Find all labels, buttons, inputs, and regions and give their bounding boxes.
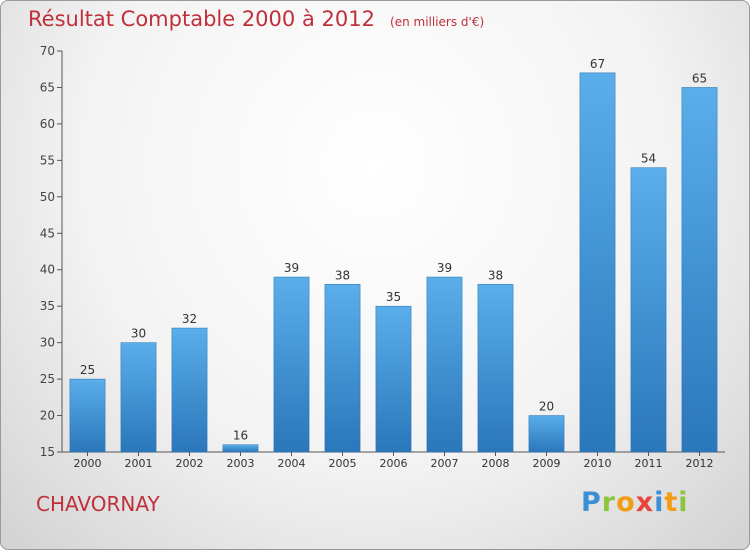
data-label: 30 (131, 327, 146, 341)
x-tick-label: 2002 (176, 457, 204, 470)
proxiti-logo: Proxiti (581, 487, 689, 518)
x-tick-label: 2005 (329, 457, 357, 470)
y-tick-label: 25 (40, 372, 55, 386)
y-tick-label: 60 (40, 117, 55, 131)
data-label: 39 (437, 261, 452, 275)
data-label: 39 (284, 261, 299, 275)
x-tick-label: 2006 (380, 457, 408, 470)
x-tick-label: 2003 (227, 457, 255, 470)
location-name: CHAVORNAY (36, 492, 160, 516)
logo-letter: i (678, 487, 689, 518)
x-tick-label: 2001 (125, 457, 153, 470)
data-label: 20 (539, 400, 554, 414)
bars: 25 30 32 16 39 38 35 39 38 20 67 54 65 (69, 57, 718, 453)
data-label: 16 (233, 429, 248, 443)
x-tick-label: 2010 (584, 457, 612, 470)
x-tick-label: 2000 (74, 457, 102, 470)
y-tick-label: 50 (40, 190, 55, 204)
y-tick-label: 30 (40, 336, 55, 350)
bar (630, 167, 667, 453)
x-axis: 2000 2001 2002 2003 2004 2005 2006 2007 2008 2009… (62, 451, 725, 470)
logo-letter: r (601, 487, 617, 518)
data-label: 38 (335, 268, 350, 282)
x-tick-label: 2009 (533, 457, 561, 470)
data-label: 65 (692, 71, 707, 85)
bar (324, 284, 361, 453)
y-tick-label: 70 (40, 44, 55, 58)
chart-title: Résultat Comptable 2000 à 2012 (28, 7, 375, 31)
y-tick-label: 35 (40, 299, 55, 313)
x-tick-label: 2011 (635, 457, 663, 470)
bar (528, 415, 565, 453)
logo-letter: P (581, 487, 602, 518)
bar (681, 87, 718, 453)
x-tick-label: 2007 (431, 457, 459, 470)
data-label: 25 (80, 363, 95, 377)
y-axis: 15 20 25 30 35 40 45 50 55 60 65 70 (40, 44, 63, 459)
bar (69, 378, 106, 453)
bar (120, 342, 157, 453)
y-tick-label: 20 (40, 409, 55, 423)
data-label: 67 (590, 57, 605, 71)
x-tick-label: 2012 (686, 457, 714, 470)
logo-letter: o (616, 487, 636, 518)
logo-letter: i (654, 487, 665, 518)
y-tick-label: 40 (40, 263, 55, 277)
bar (477, 284, 514, 453)
bar (273, 276, 310, 453)
data-label: 32 (182, 312, 197, 326)
logo-letter: t (664, 487, 679, 518)
data-label: 38 (488, 268, 503, 282)
bar (426, 276, 463, 453)
bar (375, 305, 412, 453)
bar (579, 72, 616, 453)
y-tick-label: 45 (40, 226, 55, 240)
data-label: 54 (641, 152, 656, 166)
y-tick-label: 65 (40, 80, 55, 94)
bar (222, 444, 259, 453)
chart-title-block: Résultat Comptable 2000 à 2012 (en milli… (28, 7, 484, 31)
bar (171, 327, 208, 453)
x-tick-label: 2004 (278, 457, 306, 470)
x-tick-label: 2008 (482, 457, 510, 470)
y-tick-label: 55 (40, 153, 55, 167)
data-label: 35 (386, 290, 401, 304)
logo-letter: x (635, 487, 655, 518)
chart-subtitle: (en milliers d'€) (390, 15, 485, 29)
y-tick-label: 15 (40, 445, 55, 459)
